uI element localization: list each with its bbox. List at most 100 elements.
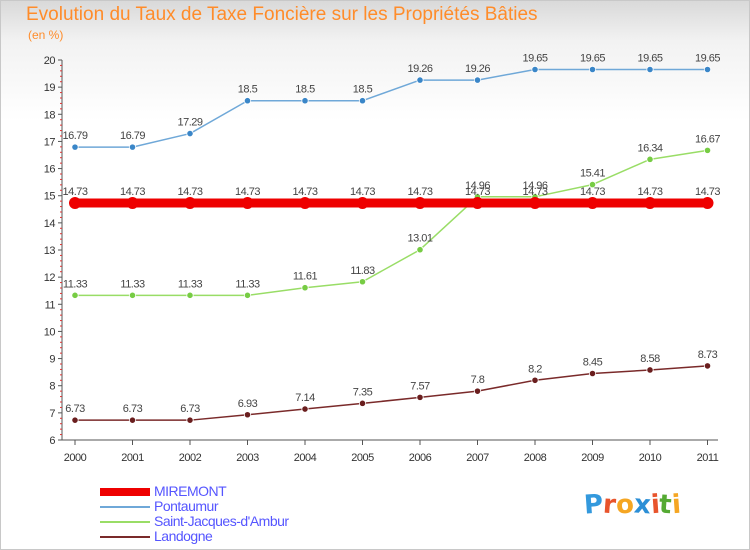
data-label: 18.5 [238, 84, 258, 96]
data-point [646, 155, 654, 163]
data-point [241, 197, 254, 210]
data-label: 6.73 [180, 403, 200, 415]
data-point [71, 416, 79, 424]
data-point [128, 291, 137, 299]
legend-swatch [100, 536, 150, 538]
data-point [301, 405, 309, 413]
data-point [186, 416, 194, 424]
legend-label: Pontaumur [154, 498, 218, 514]
series-line-saint-jacques-d-ambur [74, 149, 709, 297]
legend-swatch [100, 506, 150, 508]
data-label: 11.33 [63, 278, 88, 290]
x-tick-label: 2003 [236, 452, 259, 464]
y-tick-label: 15 [44, 191, 56, 203]
data-label: 19.65 [580, 53, 605, 65]
data-label: 14.73 [350, 186, 375, 198]
data-point [703, 362, 712, 370]
data-label: 11.33 [235, 278, 260, 290]
data-label: 18.5 [295, 84, 315, 96]
legend-label: Landogne [154, 528, 213, 544]
data-label: 14.73 [695, 186, 720, 198]
data-label: 6.73 [65, 403, 85, 415]
y-tick-label: 7 [49, 408, 55, 420]
data-label: 19.65 [695, 53, 720, 65]
x-tick-label: 2000 [64, 452, 87, 464]
data-point [703, 65, 712, 74]
data-label: 13.01 [407, 233, 432, 245]
chart-title: Evolution du Taux de Taxe Foncière sur l… [26, 4, 538, 25]
data-label: 18.5 [353, 84, 373, 96]
data-point [473, 387, 482, 395]
data-label: 11.33 [178, 278, 203, 290]
data-label: 14.96 [465, 180, 490, 192]
data-point [243, 411, 252, 419]
y-tick-label: 20 [44, 55, 56, 67]
data-point [184, 197, 196, 210]
data-point [588, 369, 597, 378]
x-tick-label: 2002 [179, 452, 202, 464]
logo-letter: o [614, 489, 635, 521]
data-point [644, 197, 656, 210]
y-tick-label: 6 [49, 435, 55, 447]
data-point [416, 246, 424, 254]
proxiti-logo: Proxiti [582, 489, 682, 521]
y-tick-label: 13 [44, 245, 56, 257]
data-point [243, 291, 252, 299]
logo-letter: P [582, 489, 605, 521]
data-label: 7.35 [353, 386, 373, 398]
data-label: 19.65 [522, 53, 547, 65]
data-point [531, 376, 539, 384]
data-point [186, 291, 194, 299]
data-label: 19.26 [407, 63, 432, 75]
data-label: 8.2 [528, 363, 542, 375]
data-point [416, 393, 424, 401]
data-point [71, 291, 79, 299]
x-tick-label: 2004 [294, 452, 317, 464]
data-label: 14.73 [62, 186, 87, 198]
data-point [646, 366, 654, 374]
data-point [71, 143, 79, 151]
data-label: 11.83 [350, 265, 375, 277]
data-point [358, 97, 367, 105]
data-label: 16.79 [62, 130, 87, 142]
data-point [356, 197, 369, 210]
y-tick-label: 16 [44, 164, 56, 176]
data-label: 14.73 [637, 186, 662, 198]
data-point [358, 278, 367, 286]
data-label: 15.41 [580, 168, 605, 180]
data-point [299, 197, 311, 210]
data-label: 14.73 [465, 186, 490, 198]
data-label: 14.73 [522, 186, 547, 198]
data-label: 11.33 [120, 278, 145, 290]
data-point [301, 97, 309, 105]
data-label: 7.8 [471, 374, 485, 386]
data-label: 14.73 [580, 186, 605, 198]
data-label: 6.93 [238, 398, 258, 410]
data-label: 16.67 [695, 133, 720, 145]
data-label: 6.73 [123, 403, 143, 415]
line-chart: 6 7 8 9 10 11 12 13 14 15 16 17 18 19 20 2000 2001 2002 20… [44, 53, 721, 465]
y-tick-label: 8 [49, 381, 55, 393]
data-point [126, 197, 139, 210]
data-label: 7.57 [410, 380, 430, 392]
data-label: 7.14 [295, 392, 315, 404]
data-point [646, 65, 654, 74]
logo-letter: x [632, 489, 652, 521]
legend-swatch [100, 488, 150, 496]
data-label: 14.73 [407, 186, 432, 198]
data-point [243, 97, 252, 105]
data-label: 14.73 [120, 186, 145, 198]
data-point [186, 129, 194, 138]
data-point [588, 180, 597, 189]
data-point [701, 197, 714, 210]
data-label: 11.61 [293, 271, 318, 283]
series-line-landogne [74, 365, 709, 421]
y-tick-label: 12 [44, 272, 56, 284]
data-label: 14.96 [522, 180, 547, 192]
x-tick-label: 2001 [121, 452, 144, 464]
x-tick-label: 2007 [466, 452, 489, 464]
legend-label: Saint-Jacques-d'Ambur [154, 513, 289, 529]
data-label: 8.45 [583, 357, 603, 369]
data-label: 17.29 [177, 117, 202, 129]
y-tick-label: 19 [44, 82, 56, 94]
